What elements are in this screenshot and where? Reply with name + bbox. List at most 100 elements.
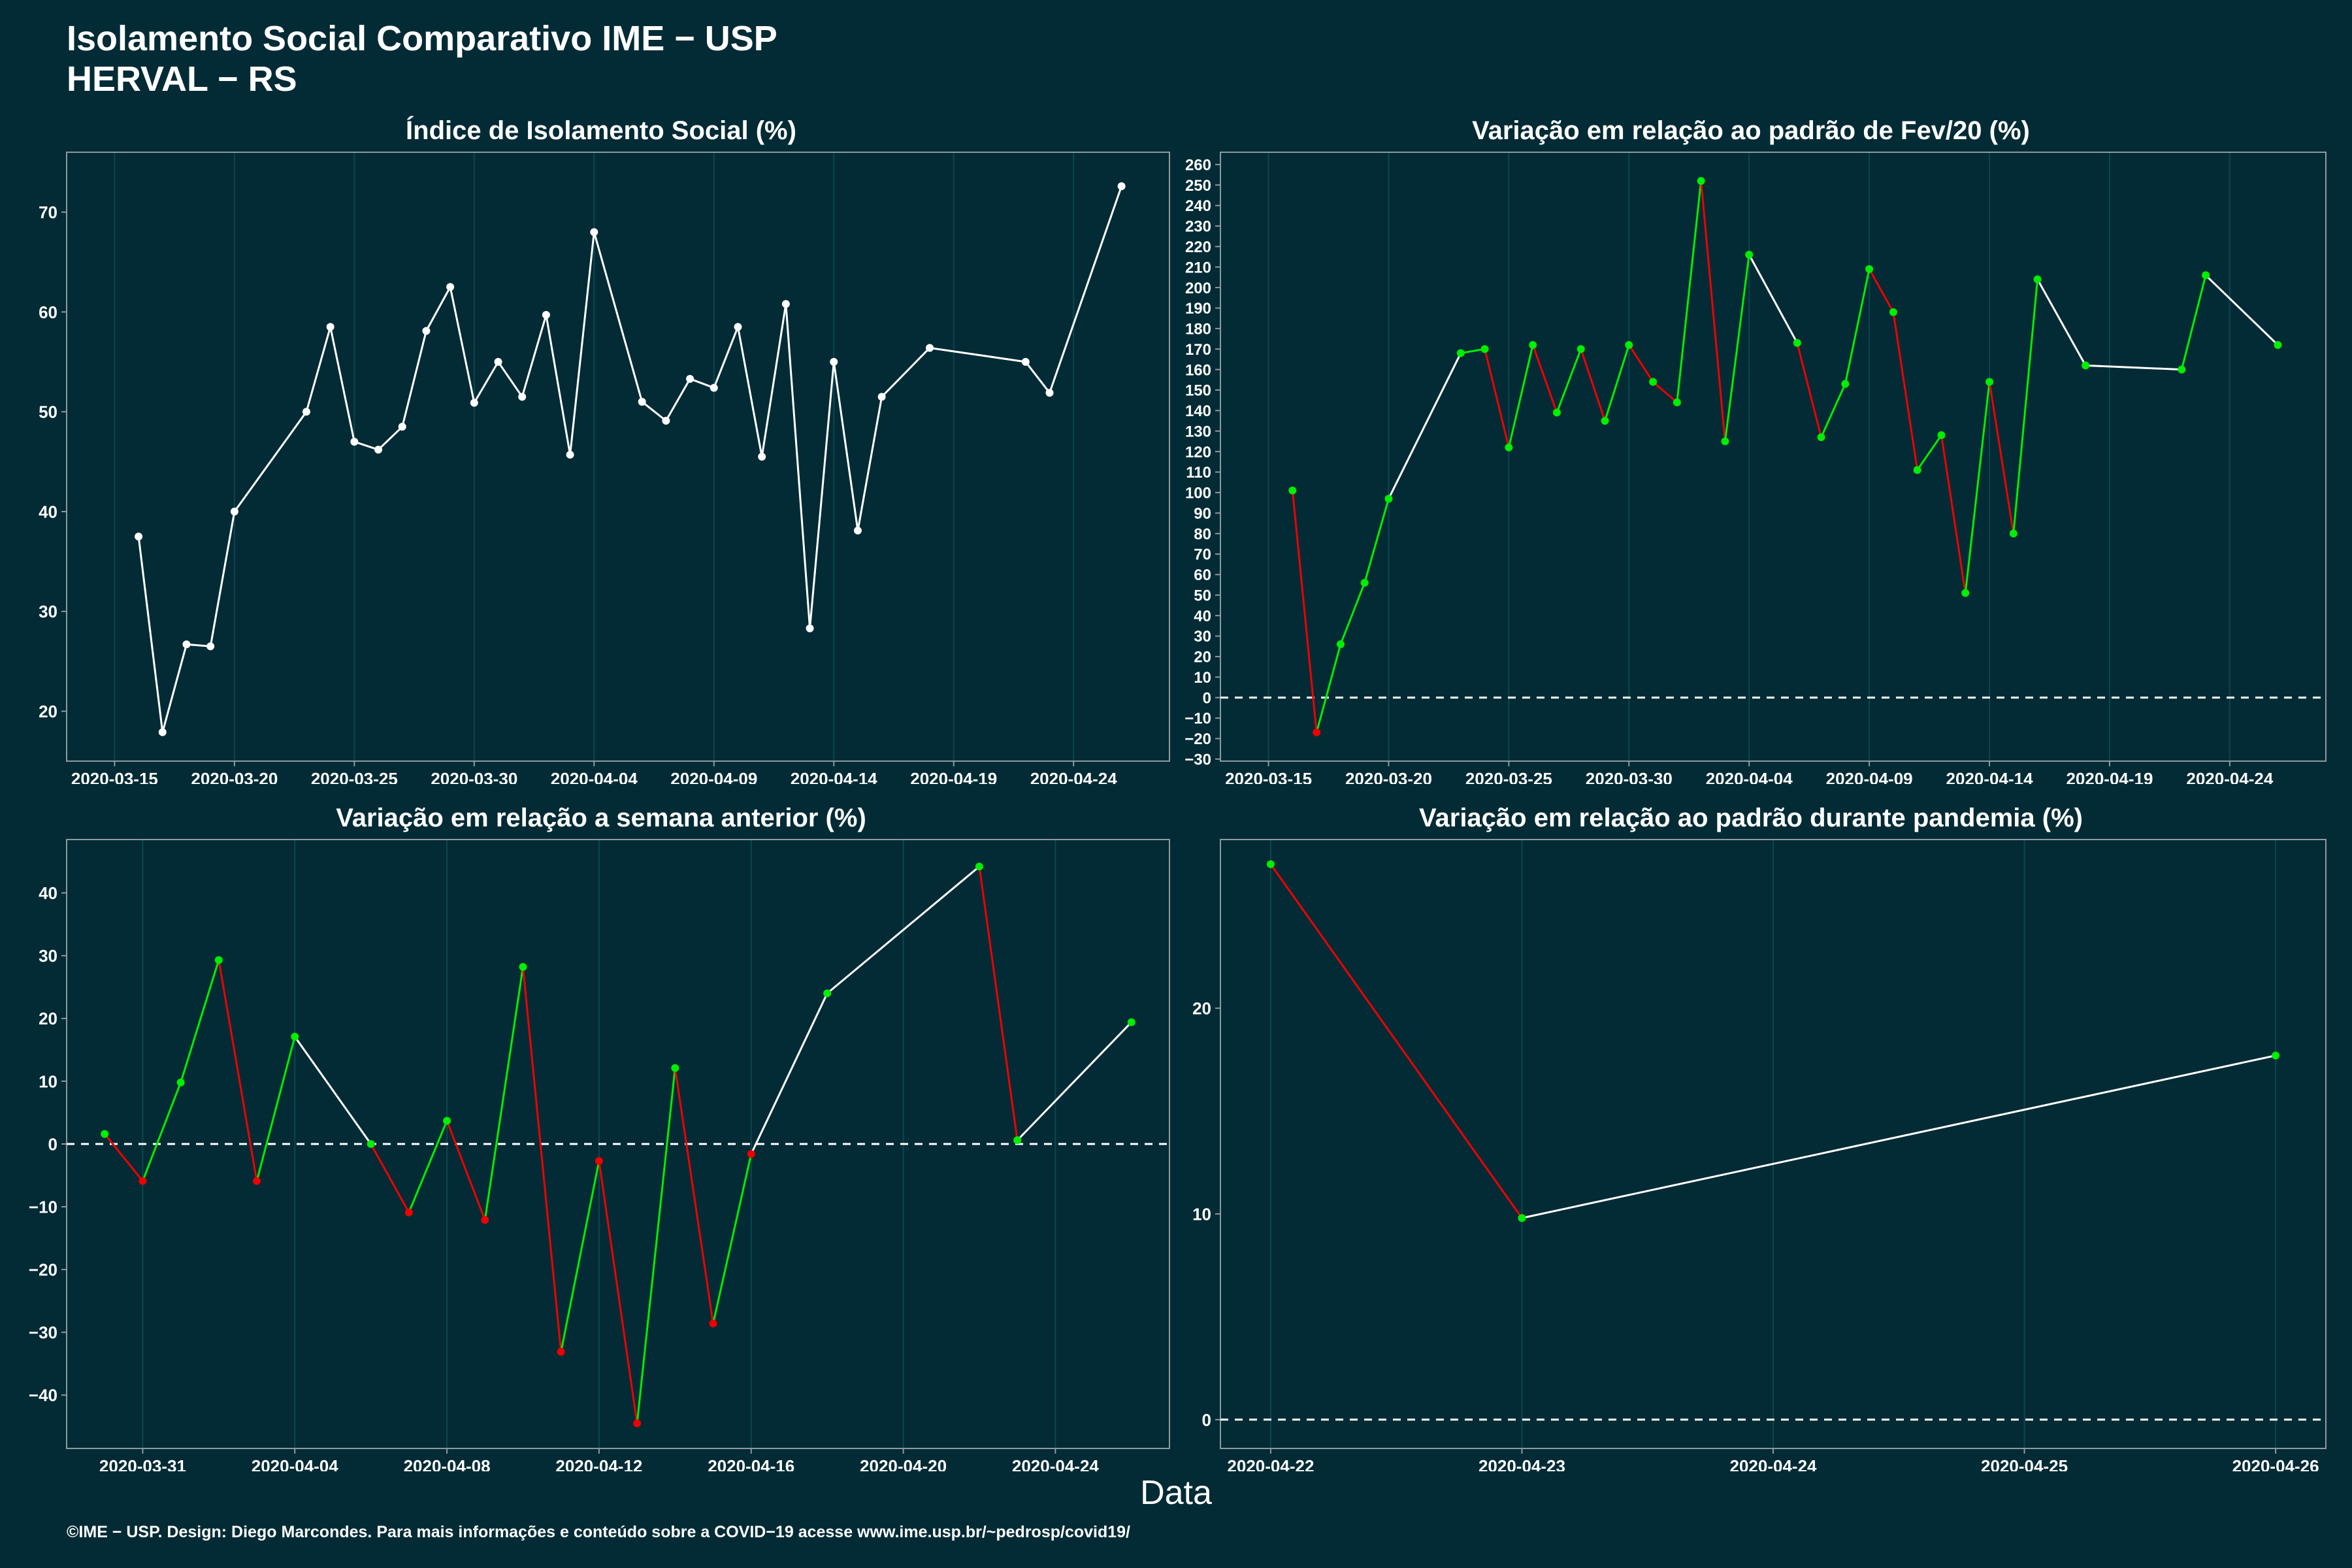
x-tick-label: 2020-04-24: [1730, 1456, 1818, 1471]
series-segment: [401, 331, 427, 427]
y-tick-label: 30: [1194, 628, 1211, 645]
isolation-chart: 2020-03-15 2020-03-20 2020-03-25 2020-03-30…: [39, 152, 1170, 784]
y-tick-label: 100: [1185, 485, 1211, 502]
data-point: [590, 228, 598, 237]
data-point: [1505, 443, 1513, 451]
y-tick-label: 240: [1185, 197, 1211, 215]
data-point: [2202, 271, 2210, 280]
series-segment: [2180, 274, 2207, 370]
y-tick-label: 80: [1194, 525, 1211, 543]
data-point: [1649, 378, 1658, 386]
data-point: [446, 283, 455, 291]
data-point: [519, 963, 527, 972]
series-segment: [689, 378, 715, 389]
data-point: [2009, 529, 2017, 538]
vs-week-chart-title: Variação em relação a semana anterior (%…: [336, 804, 866, 832]
series-segment: [1604, 344, 1630, 421]
y-tick-label: 140: [1185, 402, 1211, 420]
data-point: [686, 374, 694, 383]
series-segment: [2012, 279, 2039, 534]
data-point: [1552, 408, 1561, 417]
data-point: [443, 1117, 451, 1125]
y-tick-label: 20: [39, 702, 57, 721]
data-point: [518, 393, 527, 401]
series-segment: [857, 397, 883, 531]
data-point: [1456, 349, 1465, 357]
x-tick-label: 2020-04-23: [1478, 1456, 1565, 1471]
data-point: [1841, 380, 1850, 388]
data-point: [422, 327, 431, 335]
x-tick-label: 2020-04-04: [252, 1456, 339, 1471]
x-tick-label: 2020-04-19: [910, 769, 997, 784]
series-segment: [180, 960, 220, 1083]
data-point: [823, 989, 832, 998]
x-tick-label: 2020-03-20: [191, 769, 278, 784]
series-segment: [1868, 269, 1895, 313]
series-segment: [473, 361, 499, 404]
series-segment: [1291, 490, 1318, 733]
series-segment: [1700, 180, 1726, 442]
data-point: [1889, 308, 1897, 316]
data-point: [595, 1156, 603, 1165]
y-tick-label: 90: [1194, 505, 1211, 523]
data-point: [542, 311, 550, 319]
data-point: [253, 1177, 261, 1185]
data-point: [1937, 431, 1946, 440]
data-point: [101, 1130, 109, 1138]
y-tick-label: 130: [1185, 423, 1211, 440]
y-tick-label: −20: [29, 1260, 57, 1280]
data-point: [1673, 398, 1681, 406]
series-segment: [641, 400, 667, 422]
series-segment: [809, 361, 835, 629]
x-tick-label: 2020-04-09: [1826, 769, 1913, 784]
data-point: [291, 1032, 299, 1041]
y-tick-label: 40: [39, 502, 57, 521]
data-point: [1313, 728, 1321, 737]
series-segment: [569, 232, 595, 455]
series-segment: [142, 1082, 182, 1182]
series-segment: [1024, 361, 1051, 394]
series-segment: [1388, 352, 1462, 499]
series-segment: [1748, 254, 1799, 344]
vs-pandemic-chart: 2020-04-22 2020-04-23 2020-04-24 2020-04-25…: [1192, 839, 2327, 1471]
data-point: [139, 1177, 147, 1185]
data-point: [1045, 389, 1054, 397]
y-tick-label: 20: [1192, 999, 1211, 1019]
series-segment: [1796, 342, 1823, 438]
data-point: [481, 1216, 489, 1224]
series-segment: [760, 304, 787, 457]
y-tick-label: 60: [1194, 566, 1211, 584]
data-point: [734, 323, 742, 331]
series-segment: [483, 966, 524, 1220]
series-segment: [593, 231, 644, 402]
data-point: [1518, 1214, 1526, 1222]
data-point: [1745, 250, 1754, 259]
y-tick-label: 0: [48, 1134, 57, 1154]
y-tick-label: 40: [39, 883, 57, 903]
data-point: [1576, 345, 1585, 353]
series-segment: [1507, 344, 1534, 448]
series-segment: [1844, 269, 1870, 384]
plot-frame: [1220, 839, 2327, 1449]
series-segment: [826, 866, 980, 994]
series-segment: [209, 511, 236, 647]
y-tick-label: 260: [1185, 156, 1211, 174]
data-point: [326, 323, 335, 331]
data-point: [1021, 357, 1030, 366]
series-segment: [497, 361, 523, 398]
y-tick-label: −10: [1184, 710, 1211, 728]
vs-feb-chart-panel: Variação em relação ao padrão de Fev/20 …: [1169, 111, 2332, 784]
footer-credit: ©IME − USP. Design: Diego Marcondes. Par…: [67, 1523, 1130, 1541]
series-segment: [353, 440, 379, 451]
series-segment: [636, 1068, 676, 1424]
data-point: [1384, 495, 1393, 503]
x-tick-label: 2020-03-31: [99, 1456, 186, 1471]
x-tick-label: 2020-04-12: [555, 1456, 642, 1471]
data-point: [350, 438, 359, 446]
y-tick-label: −10: [29, 1197, 57, 1217]
x-tick-label: 2020-04-24: [1030, 769, 1118, 784]
series-segment: [1723, 254, 1750, 442]
title-line-2: HERVAL − RS: [67, 59, 297, 99]
series-segment: [1916, 434, 1942, 471]
series-segment: [521, 966, 563, 1352]
